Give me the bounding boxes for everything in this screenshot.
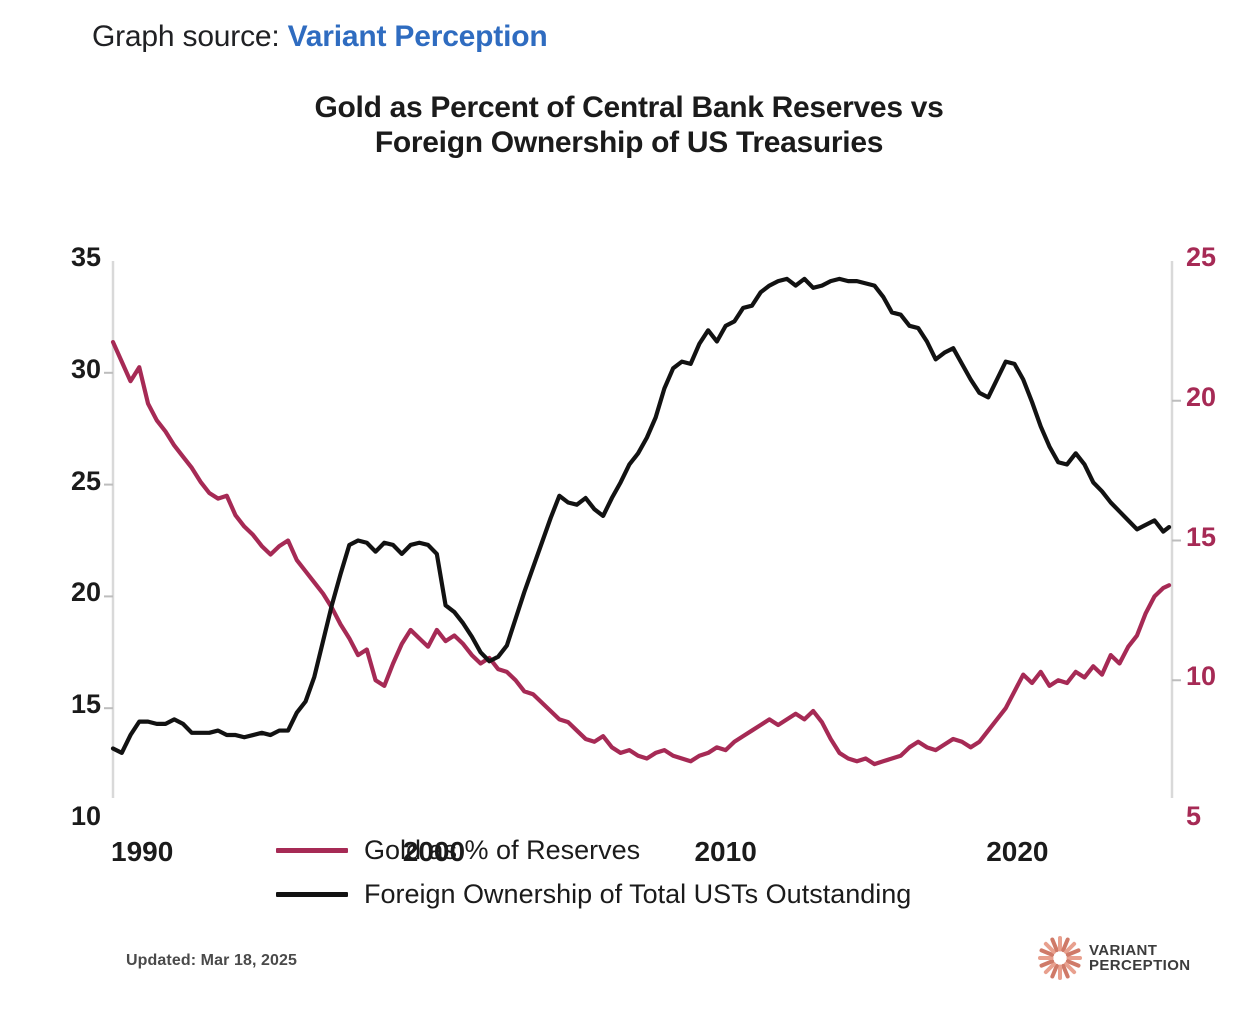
series-line-gold-percent-reserves (110, 339, 1172, 767)
logo-text-line-1: VARIANT (1089, 941, 1158, 959)
right-axis-tick-20: 20 (1186, 381, 1217, 412)
legend-swatch-gold (276, 847, 348, 853)
logo-text-line-2: PERCEPTION (1089, 957, 1191, 974)
legend-label-gold: Gold as % of Reserves (364, 834, 641, 865)
chart-legend: Gold as % of Reserves Foreign Ownership … (276, 828, 911, 916)
right-axis-tick-15: 15 (1186, 521, 1217, 552)
chart-title-line-2: Foreign Ownership of US Treasuries (374, 126, 884, 160)
sunburst-icon (1038, 936, 1082, 980)
right-axis-tick-5: 5 (1186, 801, 1202, 831)
graph-source-link[interactable]: Variant Perception (287, 20, 548, 53)
graph-source-line: Graph source: Variant Perception (92, 20, 548, 54)
right-axis-tick-10: 10 (1186, 661, 1217, 692)
right-axis-tick-25: 25 (1186, 242, 1217, 272)
series-layer (110, 276, 1172, 767)
updated-timestamp: Updated: Mar 18, 2025 (126, 952, 298, 969)
plot-area: 35 30 25 20 15 10 25 20 15 10 5 1990 2000 2010 2020 (0, 78, 1258, 867)
chart-card: Gold as Percent of Central Bank Reserves… (0, 78, 1258, 1016)
left-axis-tick-20: 20 (70, 577, 101, 608)
graph-source-label: Graph source: (92, 20, 280, 53)
left-axis-tick-25: 25 (70, 465, 101, 496)
legend-swatch-foreign-ownership (276, 891, 348, 897)
left-axis-tick-30: 30 (70, 353, 101, 384)
x-axis-tick-1990: 1990 (111, 836, 174, 867)
x-axis-tick-2020: 2020 (986, 836, 1049, 867)
variant-perception-logo: VARIANT PERCEPTION (1038, 936, 1191, 980)
x-axis-tick-2000: 2000 (402, 836, 466, 867)
logo-text: VARIANT PERCEPTION (1089, 941, 1191, 974)
x-axis-tick-2010: 2010 (694, 836, 757, 867)
chart-title: Gold as Percent of Central Bank Reserves… (0, 90, 1258, 161)
series-line-foreign-ownership-usts (110, 276, 1172, 756)
left-axis-tick-10: 10 (70, 801, 101, 831)
left-axis-tick-35: 35 (70, 242, 101, 272)
chart-title-line-1: Gold as Percent of Central Bank Reserves… (314, 91, 944, 124)
axes-layer (104, 261, 1181, 798)
legend-item-foreign-ownership[interactable]: Foreign Ownership of Total USTs Outstand… (276, 872, 911, 916)
legend-item-gold[interactable]: Gold as % of Reserves (276, 828, 911, 872)
plot-svg (104, 261, 1181, 798)
left-axis-tick-15: 15 (70, 689, 101, 720)
legend-label-foreign-ownership: Foreign Ownership of Total USTs Outstand… (364, 878, 912, 909)
